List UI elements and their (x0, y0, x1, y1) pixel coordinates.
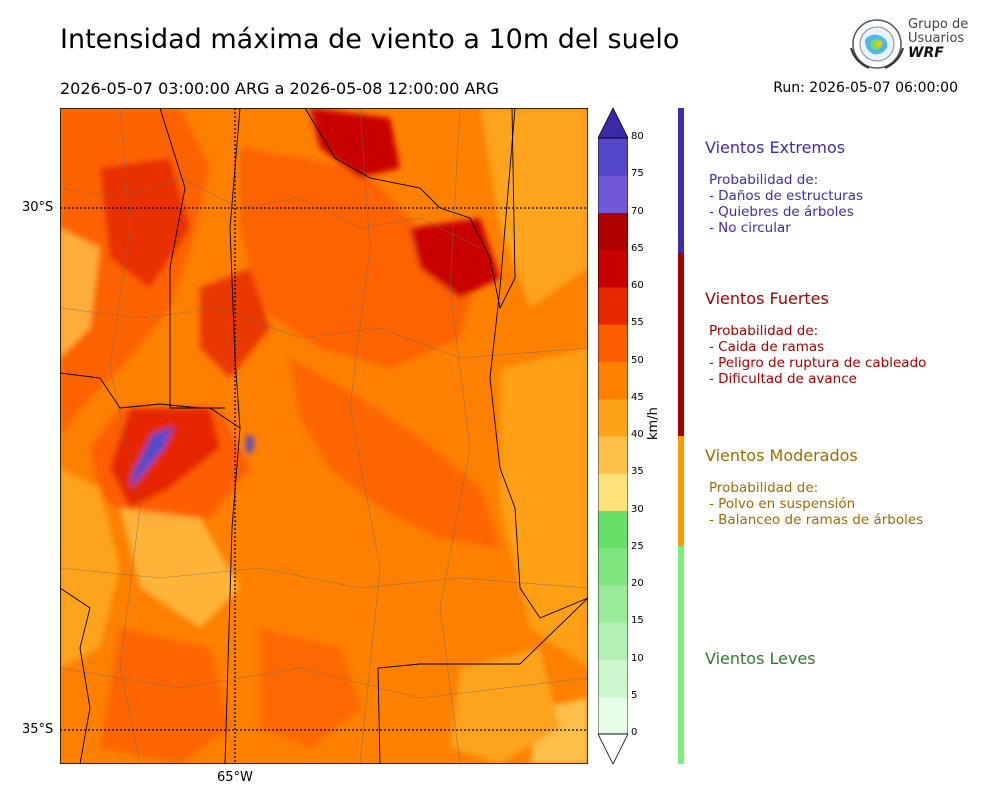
colorbar-tick-label: 60 (631, 280, 644, 291)
category-title: Vientos Moderados (705, 446, 858, 465)
category-item: - Peligro de ruptura de cableado (709, 355, 927, 371)
colorbar-band (598, 696, 628, 735)
colorbar-band (598, 361, 628, 400)
colorbar-tick-label: 10 (631, 652, 644, 664)
colorbar-band (598, 324, 628, 362)
colorbar-tick-label: 65 (631, 242, 644, 254)
run-label: Run: 2026-05-07 06:00:00 (773, 80, 958, 96)
colorbar-band (598, 659, 628, 698)
logo-text: Grupo de Usuarios WRF (908, 17, 969, 61)
colorbar-tick-label: 5 (631, 689, 638, 701)
lon-label-65w: 65°W (217, 770, 253, 785)
colorbar-extend-min (598, 733, 628, 764)
wrf-logo (850, 19, 904, 69)
category-item: - Daños de estructuras (709, 188, 864, 204)
category-probability-label: Probabilidad de: (709, 480, 819, 496)
colorbar-band (598, 547, 628, 586)
colorbar-tick-label: 20 (631, 578, 644, 589)
period-subtitle: 2026-05-07 03:00:00 ARG a 2026-05-08 12:… (60, 79, 499, 98)
category-item: - Dificultad de avance (709, 371, 857, 387)
category-item: - No circular (709, 220, 791, 236)
colorbar-tick-label: 55 (631, 317, 644, 329)
lat-label-30s: 30°S (22, 200, 54, 215)
colorbar-band (598, 510, 628, 549)
category-title: Vientos Extremos (705, 138, 846, 157)
colorbar-tick-label: 80 (631, 131, 644, 142)
category-title: Vientos Leves (705, 649, 816, 668)
colorbar-band (598, 398, 628, 437)
colorbar-tick-label: 15 (631, 615, 644, 627)
category-bar (678, 546, 684, 764)
colorbar-band (598, 436, 628, 474)
colorbar-tick-label: 30 (631, 503, 644, 515)
colorbar-band (598, 287, 628, 325)
category-title: Vientos Fuertes (705, 289, 829, 308)
wind-map (60, 108, 588, 764)
logo-line2: Usuarios (908, 31, 965, 46)
category-bar (678, 253, 684, 436)
colorbar-tick-label: 50 (631, 354, 644, 366)
colorbar-band (598, 175, 628, 213)
colorbar-tick-label: 70 (631, 205, 644, 217)
colorbar (598, 108, 628, 764)
colorbar-band (598, 212, 628, 251)
colorbar-tick-label: 75 (631, 168, 644, 180)
category-item: - Caida de ramas (709, 339, 825, 355)
chart-title: Intensidad máxima de viento a 10m del su… (60, 24, 680, 55)
lat-label-35s: 35°S (22, 722, 54, 737)
colorbar-band (598, 138, 628, 176)
colorbar-tick-label: 0 (631, 727, 638, 738)
colorbar-band (598, 473, 628, 511)
colorbar-tick-label: 25 (631, 540, 644, 552)
logo-line3: WRF (908, 45, 944, 61)
category-bar (678, 108, 684, 253)
category-probability-label: Probabilidad de: (709, 323, 819, 339)
category-item: - Quiebres de árboles (709, 204, 854, 220)
logo-line1: Grupo de (908, 17, 969, 32)
colorbar-unit: km/h (646, 407, 661, 440)
category-bar (678, 436, 684, 546)
map-graticule (60, 108, 588, 764)
colorbar-band (598, 585, 628, 623)
colorbar-extend-max (598, 108, 628, 139)
category-item: - Balanceo de ramas de árboles (709, 512, 924, 528)
colorbar-tick-label: 40 (631, 429, 644, 440)
category-probability-label: Probabilidad de: (709, 172, 819, 188)
colorbar-tick-label: 35 (631, 466, 644, 478)
map-wind-field (60, 108, 588, 764)
colorbar-band (598, 249, 628, 288)
colorbar-band (598, 622, 628, 660)
map-departments (60, 108, 588, 764)
category-item: - Polvo en suspensión (709, 496, 856, 512)
colorbar-tick-label: 45 (631, 391, 644, 403)
